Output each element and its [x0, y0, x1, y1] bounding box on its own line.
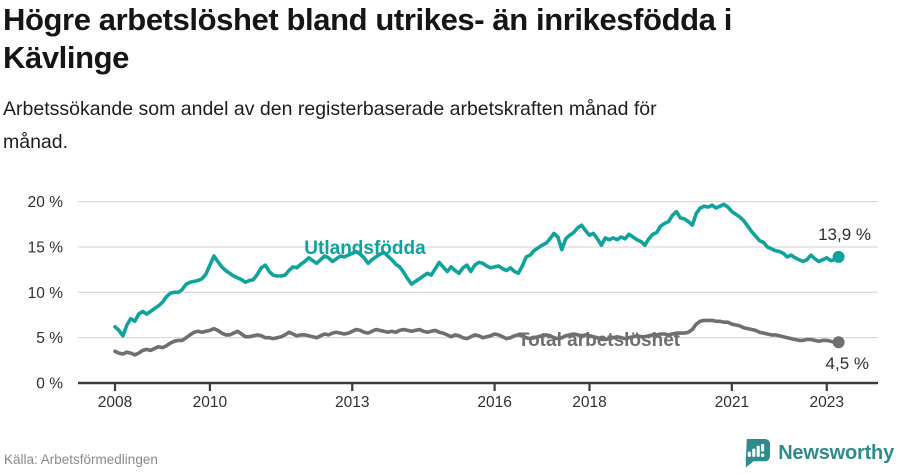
- page-title-line2: Kävlinge: [3, 40, 130, 75]
- y-tick-label: 20 %: [28, 194, 64, 211]
- x-tick-label: 2021: [715, 394, 749, 411]
- end-value-label-total: 4,5 %: [826, 354, 869, 373]
- newsworthy-logo: Newsworthy: [740, 438, 894, 469]
- unemployment-line-chart: 0 % 5 % 10 % 15 % 20 % 2008 2010 2013 2016 2018 20…: [28, 194, 878, 411]
- series-label-utlandsfodda: Utlandsfödda: [304, 238, 426, 259]
- newsworthy-logo-icon: [746, 438, 771, 468]
- y-tick-label: 0 %: [36, 376, 63, 393]
- series-label-total: Total arbetslöshet: [518, 330, 681, 351]
- x-tick-label: 2010: [193, 394, 228, 411]
- series-end-dot-total: [832, 336, 845, 349]
- chart-subtitle-line2: månad.: [3, 131, 69, 153]
- x-tick-label: 2008: [98, 394, 132, 411]
- x-tick-label: 2013: [335, 394, 369, 411]
- page-title-line1: Högre arbetslöshet bland utrikes- än inr…: [3, 2, 732, 37]
- page-title: Högre arbetslöshet bland utrikes- än inr…: [3, 1, 732, 77]
- series-line-utlandsfodda: [113, 202, 841, 338]
- newsworthy-logo-text: Newsworthy: [778, 442, 894, 464]
- y-tick-label: 15 %: [28, 239, 64, 256]
- x-tick-label: 2023: [810, 394, 844, 411]
- chart-subtitle-line1: Arbetssökande som andel av den registerb…: [3, 98, 657, 120]
- series-line-total: [113, 318, 841, 357]
- y-tick-label: 10 %: [28, 285, 64, 302]
- chart-subtitle: Arbetssökande som andel av den registerb…: [3, 93, 657, 159]
- series-end-dot-utlandsfodda: [832, 250, 845, 263]
- source-note: Källa: Arbetsförmedlingen: [4, 452, 158, 467]
- x-tick-label: 2016: [477, 394, 511, 411]
- x-tick-label: 2018: [572, 394, 606, 411]
- end-value-label-utlandsfodda: 13,9 %: [818, 225, 871, 244]
- y-tick-label: 5 %: [36, 330, 63, 347]
